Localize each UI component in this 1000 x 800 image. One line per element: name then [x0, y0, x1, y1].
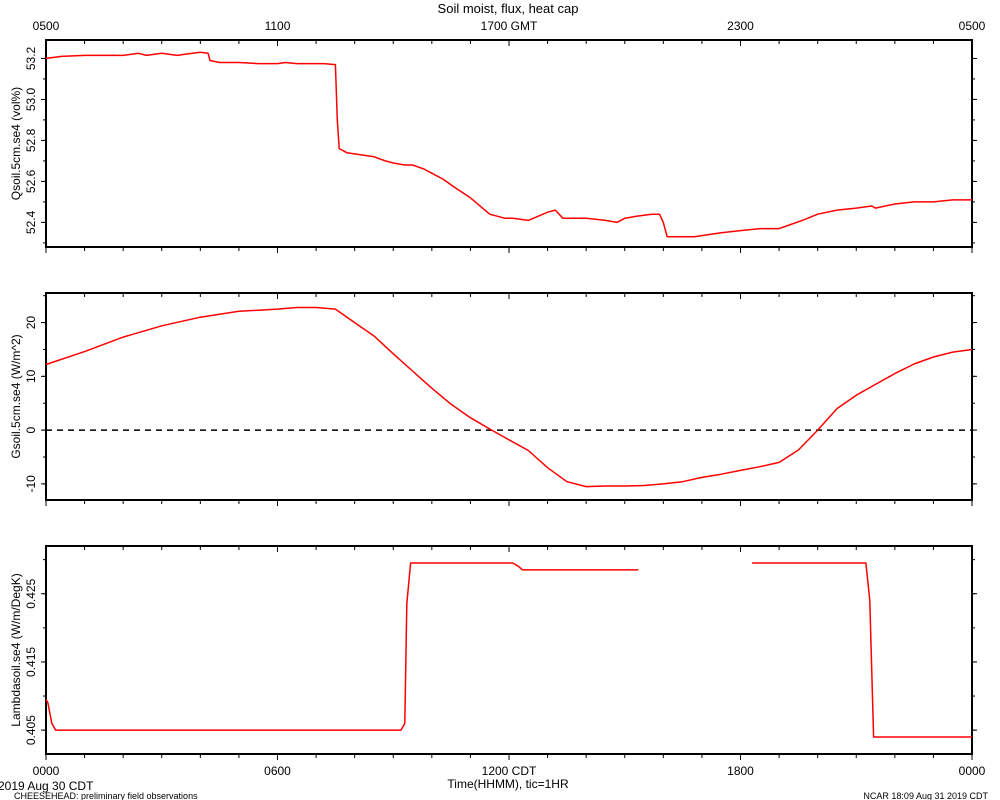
y-tick-label: 53.0	[24, 87, 38, 111]
panel-1: 52.4 52.6 52.8 53.0 53.2 Qsoil.5cm.se4 (vol%)	[9, 39, 977, 253]
y-tick-label: 0.405	[24, 715, 38, 745]
y-tick-label: -10	[24, 475, 38, 493]
top-x-tick-label: 0500	[959, 19, 986, 33]
y-axis-label: Lambdasoil.se4 (W/m/DegK)	[9, 573, 23, 726]
figure-title: Soil moist, flux, heat cap	[438, 1, 579, 16]
bottom-x-tick-label: 1800	[727, 764, 754, 778]
footer-date: 2019 Aug 30 CDT	[0, 779, 94, 793]
y-tick-label: 53.2	[24, 46, 38, 70]
footer-note: CHEESEHEAD: preliminary field observatio…	[14, 791, 198, 800]
bottom-x-tick-label: 0000	[33, 764, 60, 778]
footer-producer: NCAR 18:09 Aug 31 2019 CDT	[863, 791, 988, 800]
y-tick-label: 0.415	[24, 647, 38, 677]
top-x-tick-label: 1700 GMT	[481, 19, 538, 33]
y-axis-label: Qsoil.5cm.se4 (vol%)	[9, 87, 23, 200]
x-axis-label: Time(HHMM), tic=1HR	[447, 777, 569, 791]
y-tick-label: 52.4	[24, 210, 38, 234]
y-axis-label: Gsoil.5cm.se4 (W/m^2)	[9, 334, 23, 458]
bottom-x-tick-label: 0600	[264, 764, 291, 778]
y-tick-label: 0	[24, 426, 38, 433]
data-series-1	[45, 51, 972, 238]
data-series-1	[45, 306, 973, 488]
bottom-x-tick-label: 1200 CDT	[482, 764, 537, 778]
y-tick-label: 10	[24, 369, 38, 383]
bottom-x-tick-label: 0000	[959, 764, 986, 778]
top-x-tick-label: 2300	[727, 19, 754, 33]
data-series-2	[752, 562, 972, 738]
data-series-1	[45, 562, 639, 731]
y-tick-label: 52.6	[24, 169, 38, 193]
panels: 52.4 52.6 52.8 53.0 53.2 Qsoil.5cm.se4 (vol%)…	[9, 19, 986, 778]
top-x-tick-label: 1100	[265, 19, 291, 33]
top-x-tick-label: 0500	[33, 19, 60, 33]
y-tick-label: 52.8	[24, 128, 38, 152]
y-tick-label: 20	[24, 316, 38, 330]
y-tick-label: 0.425	[24, 578, 38, 608]
